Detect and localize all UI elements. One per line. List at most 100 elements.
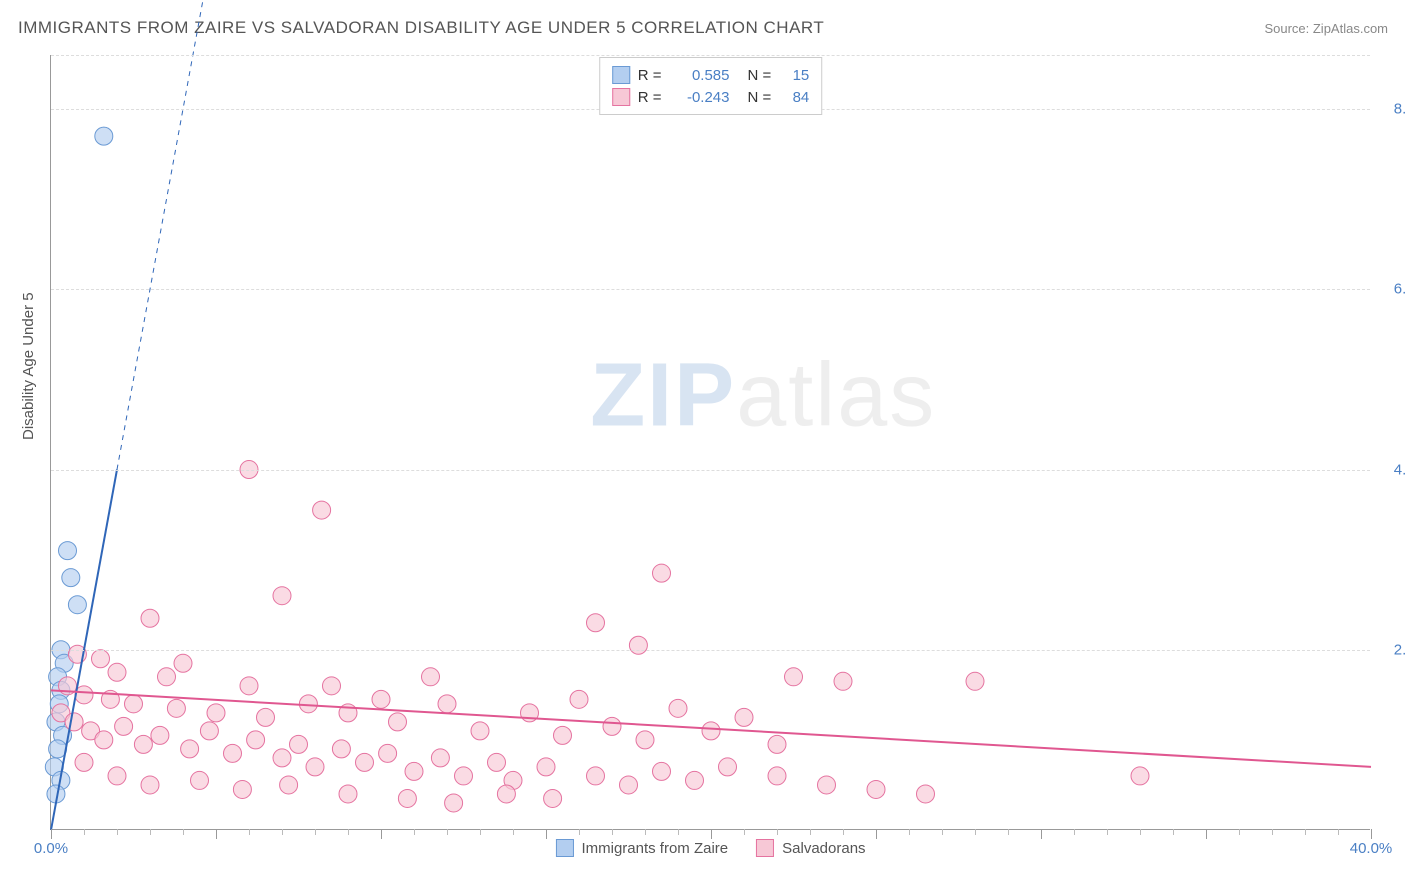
- data-point: [768, 767, 786, 785]
- data-point: [389, 713, 407, 731]
- data-point: [587, 767, 605, 785]
- data-point: [379, 744, 397, 762]
- n-label: N =: [748, 89, 772, 106]
- data-point: [431, 749, 449, 767]
- y-tick-label: 4.0%: [1394, 461, 1406, 478]
- data-point: [233, 780, 251, 798]
- data-point: [603, 717, 621, 735]
- x-tick-minor: [909, 829, 910, 835]
- scatter-svg: [51, 55, 1370, 829]
- data-point: [257, 708, 275, 726]
- legend-row: R = -0.243 N = 84: [612, 86, 810, 108]
- data-point: [488, 753, 506, 771]
- data-point: [141, 776, 159, 794]
- data-point: [191, 771, 209, 789]
- data-point: [966, 672, 984, 690]
- legend-item: Immigrants from Zaire: [555, 839, 728, 857]
- data-point: [68, 596, 86, 614]
- gridline: [51, 55, 1370, 56]
- data-point: [471, 722, 489, 740]
- data-point: [629, 636, 647, 654]
- x-tick-minor: [1239, 829, 1240, 835]
- r-value: 0.585: [670, 67, 730, 84]
- data-point: [273, 587, 291, 605]
- trend-line: [51, 690, 1371, 767]
- data-point: [207, 704, 225, 722]
- source-attribution: Source: ZipAtlas.com: [1264, 21, 1388, 36]
- x-tick-major: [1206, 829, 1207, 839]
- data-point: [108, 767, 126, 785]
- data-point: [719, 758, 737, 776]
- x-tick-major: [876, 829, 877, 839]
- data-point: [125, 695, 143, 713]
- x-tick-minor: [1074, 829, 1075, 835]
- correlation-legend: R = 0.585 N = 15 R = -0.243 N = 84: [599, 57, 823, 115]
- data-point: [65, 713, 83, 731]
- data-point: [306, 758, 324, 776]
- gridline: [51, 289, 1370, 290]
- x-tick-label: 40.0%: [1350, 840, 1393, 857]
- x-tick-minor: [315, 829, 316, 835]
- n-value: 15: [779, 67, 809, 84]
- data-point: [768, 735, 786, 753]
- data-point: [438, 695, 456, 713]
- data-point: [92, 650, 110, 668]
- data-point: [917, 785, 935, 803]
- data-point: [653, 564, 671, 582]
- data-point: [247, 731, 265, 749]
- data-point: [834, 672, 852, 690]
- series-legend: Immigrants from Zaire Salvadorans: [555, 839, 865, 857]
- x-tick-minor: [282, 829, 283, 835]
- x-tick-minor: [1272, 829, 1273, 835]
- data-point: [273, 749, 291, 767]
- gridline: [51, 470, 1370, 471]
- data-point: [867, 780, 885, 798]
- y-axis-label: Disability Age Under 5: [20, 292, 37, 440]
- legend-item: Salvadorans: [756, 839, 865, 857]
- data-point: [240, 677, 258, 695]
- x-tick-minor: [249, 829, 250, 835]
- plot-area: ZIPatlas R = 0.585 N = 15 R = -0.243 N =…: [50, 55, 1370, 830]
- data-point: [422, 668, 440, 686]
- data-point: [95, 731, 113, 749]
- data-point: [151, 726, 169, 744]
- data-point: [59, 542, 77, 560]
- y-tick-label: 6.0%: [1394, 281, 1406, 298]
- x-tick-minor: [1173, 829, 1174, 835]
- data-point: [290, 735, 308, 753]
- legend-swatch-salvadoran: [612, 88, 630, 106]
- data-point: [339, 785, 357, 803]
- x-tick-minor: [975, 829, 976, 835]
- data-point: [497, 785, 515, 803]
- x-tick-minor: [84, 829, 85, 835]
- legend-label: Immigrants from Zaire: [581, 840, 728, 857]
- x-tick-minor: [579, 829, 580, 835]
- data-point: [405, 762, 423, 780]
- x-tick-minor: [744, 829, 745, 835]
- data-point: [356, 753, 374, 771]
- x-tick-minor: [1008, 829, 1009, 835]
- data-point: [158, 668, 176, 686]
- n-value: 84: [779, 89, 809, 106]
- data-point: [323, 677, 341, 695]
- data-point: [1131, 767, 1149, 785]
- data-point: [702, 722, 720, 740]
- x-tick-minor: [513, 829, 514, 835]
- data-point: [455, 767, 473, 785]
- data-point: [115, 717, 133, 735]
- data-point: [554, 726, 572, 744]
- x-tick-major: [216, 829, 217, 839]
- legend-label: Salvadorans: [782, 840, 865, 857]
- x-tick-minor: [678, 829, 679, 835]
- data-point: [200, 722, 218, 740]
- x-tick-minor: [183, 829, 184, 835]
- data-point: [141, 609, 159, 627]
- data-point: [398, 789, 416, 807]
- data-point: [280, 776, 298, 794]
- x-tick-minor: [1305, 829, 1306, 835]
- r-label: R =: [638, 67, 662, 84]
- x-tick-minor: [447, 829, 448, 835]
- y-tick-label: 2.0%: [1394, 641, 1406, 658]
- r-value: -0.243: [670, 89, 730, 106]
- data-point: [785, 668, 803, 686]
